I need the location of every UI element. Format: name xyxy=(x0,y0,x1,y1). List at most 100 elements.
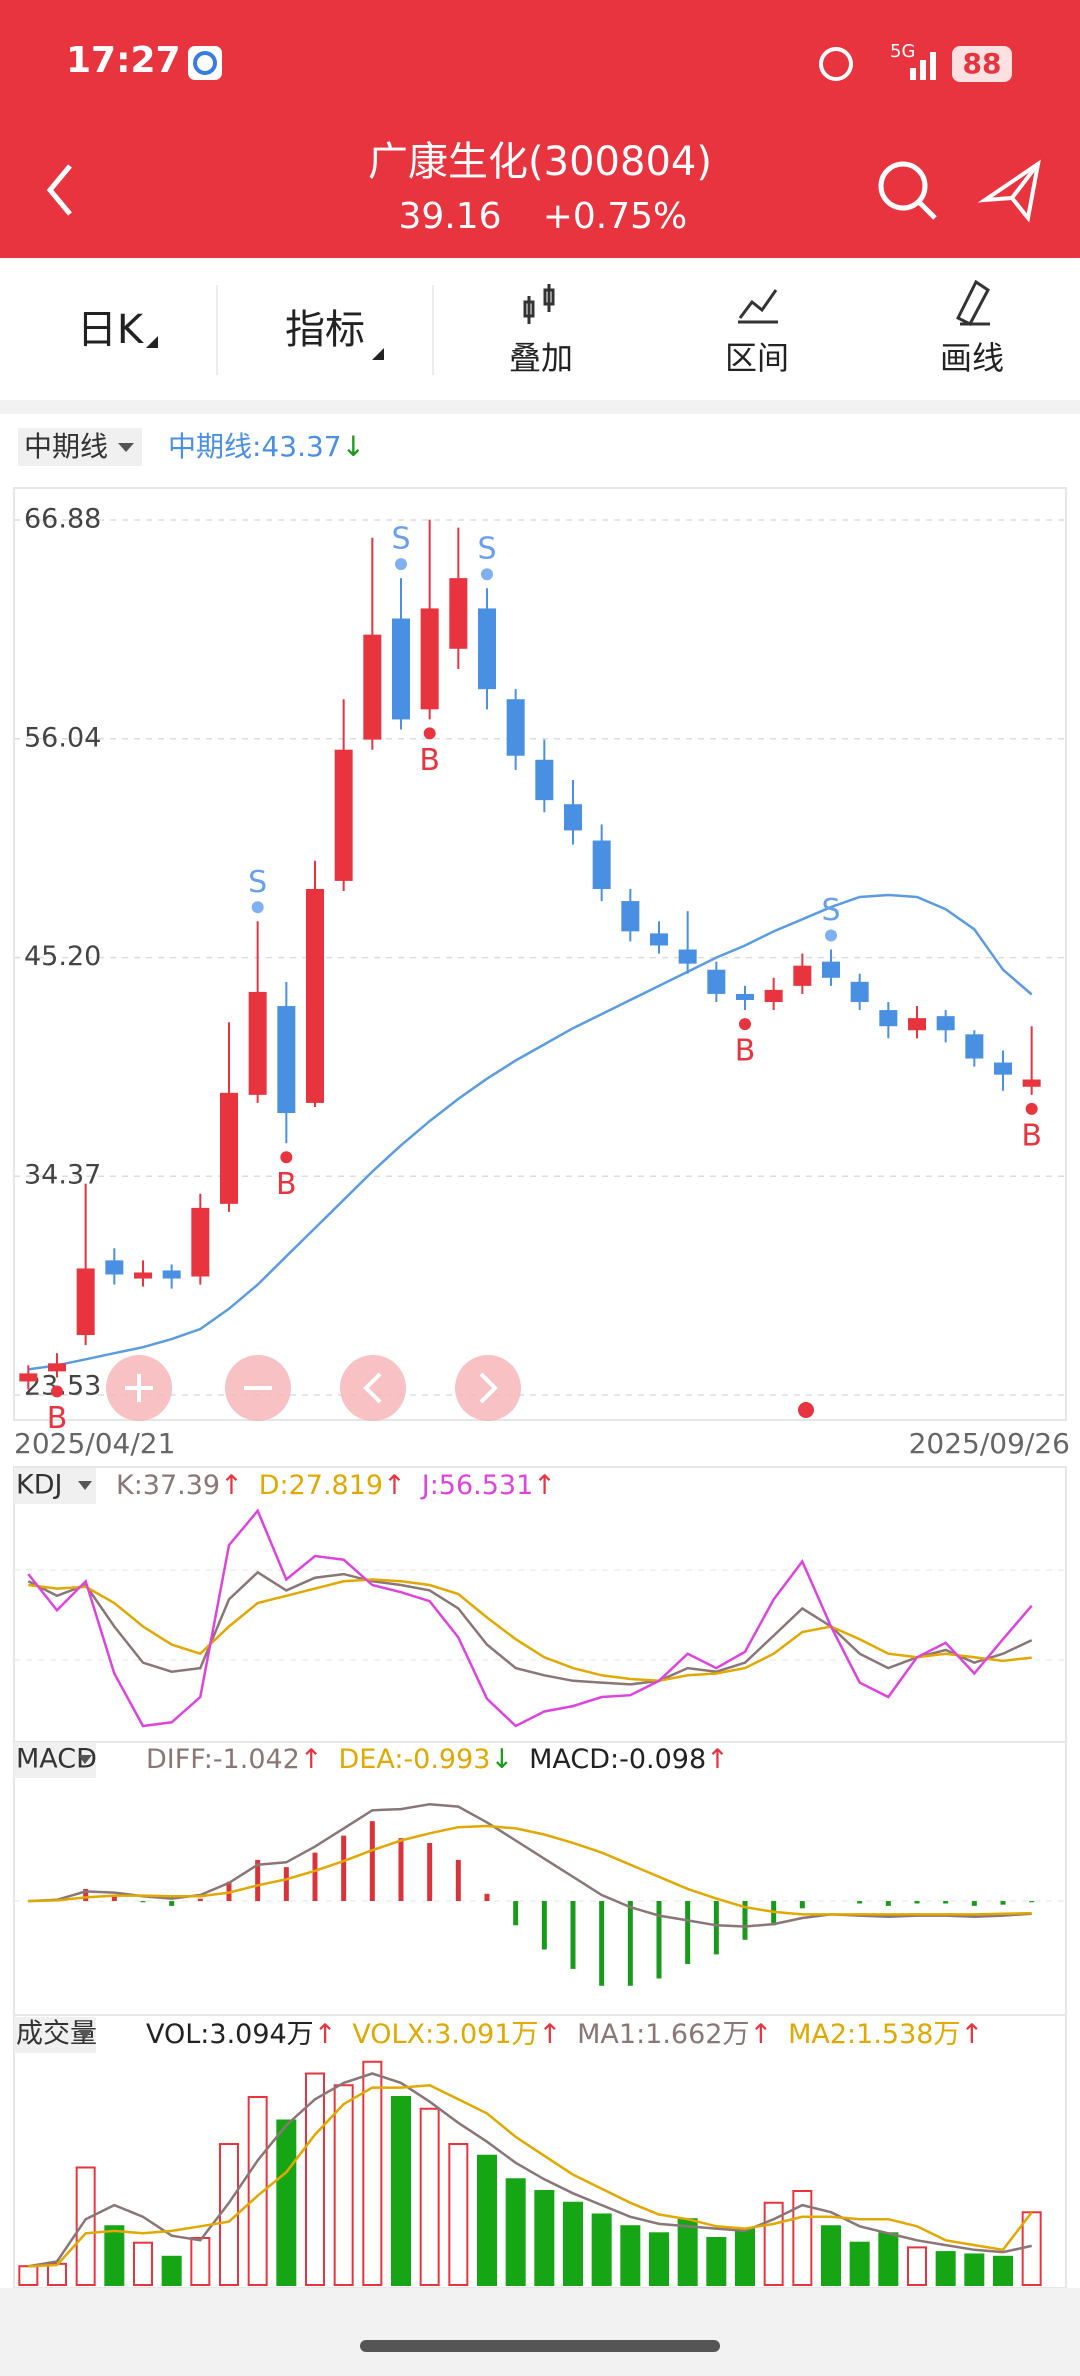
stock-price: 39.16 xyxy=(398,196,501,237)
mid-menu[interactable]: 中期线 xyxy=(24,430,108,463)
legend-arrow: ↑ xyxy=(539,2019,562,2050)
search-button[interactable] xyxy=(878,161,937,220)
legend-arrow: ↑ xyxy=(220,1470,243,1501)
candle-body xyxy=(736,993,754,1000)
candle-body xyxy=(678,949,697,964)
signal-label: S xyxy=(391,522,410,557)
candle-body xyxy=(707,969,726,994)
y-tick-label: 66.88 xyxy=(24,504,101,535)
range-button[interactable]: 区间 xyxy=(725,339,789,377)
candle-body xyxy=(478,608,496,690)
legend: K:37.39↑ D:27.819↑ J:56.531↑ xyxy=(116,1470,556,1501)
pan-right[interactable] xyxy=(455,1355,521,1421)
share-button[interactable] xyxy=(977,159,1041,223)
mid-legend: 中期线:43.37↓ xyxy=(168,430,365,463)
volume-bar xyxy=(792,2190,813,2286)
mid-legend-text: 中期线:43.37 xyxy=(168,430,342,463)
overlay-icon xyxy=(523,284,555,324)
range-icon xyxy=(738,289,778,324)
battery-level: 88 xyxy=(963,47,1002,80)
legend-item: MACD:-0.098 xyxy=(529,1744,706,1775)
event-dot xyxy=(798,1402,814,1418)
signal-dot xyxy=(251,901,264,914)
legend-arrow: ↑ xyxy=(706,1744,729,1775)
candle-body xyxy=(363,634,382,740)
legend-arrow: ↓ xyxy=(490,1744,513,1775)
back-button[interactable] xyxy=(46,164,72,216)
volume-bar xyxy=(563,2201,583,2286)
draw-button[interactable]: 画线 xyxy=(940,339,1004,377)
legend-arrow: ↑ xyxy=(314,2019,337,2050)
candle-body xyxy=(248,991,267,1095)
signal-dot xyxy=(739,1018,751,1031)
candle-body xyxy=(908,1018,926,1031)
legend-arrow: ↑ xyxy=(533,1470,556,1501)
candle-body xyxy=(1022,1079,1041,1087)
candle-body xyxy=(650,933,668,946)
volume-bar xyxy=(305,2072,325,2286)
candle-body xyxy=(936,1016,955,1031)
indicator-button[interactable]: 指标 xyxy=(285,307,365,353)
volume-bar xyxy=(477,2154,497,2286)
volume-bar xyxy=(964,2253,985,2286)
candle-body xyxy=(191,1207,210,1277)
candle-body xyxy=(19,1373,38,1382)
volume-bar xyxy=(649,2232,669,2287)
kdj-line xyxy=(28,1578,1032,1683)
indicator-caret xyxy=(372,348,384,360)
volume-bar xyxy=(821,2225,841,2286)
legend-item: VOL:3.094万 xyxy=(146,2019,314,2050)
candle-body xyxy=(506,699,525,756)
candle-body xyxy=(822,961,840,978)
volume-ma-line xyxy=(28,2084,1033,2268)
indicator-menu: KDJ xyxy=(16,1470,62,1501)
pan-left[interactable] xyxy=(340,1355,406,1421)
app-icon-ring xyxy=(193,51,217,75)
main-chart-frame xyxy=(13,487,1067,1421)
menu-caret xyxy=(78,1755,92,1764)
candle-body xyxy=(277,1006,296,1114)
volume-bar xyxy=(534,2190,555,2286)
draw-icon xyxy=(955,279,990,326)
y-tick-label: 56.04 xyxy=(24,722,101,753)
volume-bar xyxy=(448,2143,469,2286)
candle-body xyxy=(220,1092,238,1204)
legend: DIFF:-1.042↑ DEA:-0.993↓ MACD:-0.098↑ xyxy=(146,1744,729,1775)
volume-bar xyxy=(878,2232,899,2287)
menu-caret xyxy=(78,2030,92,2039)
period-button[interactable]: 日K xyxy=(77,307,145,353)
legend-item: MA2:1.538万 xyxy=(788,2019,960,2050)
menu-caret xyxy=(78,1481,92,1490)
candle-body xyxy=(48,1363,66,1372)
mid-menu-bg[interactable] xyxy=(18,428,142,466)
status-time: 17:27 xyxy=(66,40,181,81)
candle-body xyxy=(76,1268,95,1336)
legend-item: DIFF:-1.042 xyxy=(146,1744,300,1775)
candle-body xyxy=(879,1010,898,1027)
candle-body xyxy=(592,840,611,889)
y-tick-label: 45.20 xyxy=(24,941,101,972)
candle-body xyxy=(793,965,812,986)
legend-arrow: ↑ xyxy=(383,1470,406,1501)
y-tick-label: 34.37 xyxy=(24,1160,101,1191)
candle-body xyxy=(621,901,640,932)
signal-dot xyxy=(280,1151,293,1164)
volume-bar xyxy=(419,2107,440,2286)
candle-body xyxy=(535,759,554,801)
legend-arrow: ↑ xyxy=(749,2019,772,2050)
volume-bar xyxy=(505,2178,526,2286)
candle-body xyxy=(420,608,439,710)
legend-item: VOLX:3.091万 xyxy=(352,2019,538,2050)
candle-body xyxy=(564,804,582,831)
alarm-icon xyxy=(819,47,853,81)
volume-ma-line xyxy=(28,2072,1032,2268)
candle-body xyxy=(850,981,869,1003)
candle-body xyxy=(334,749,353,881)
separator xyxy=(0,400,1080,414)
overlay-button[interactable]: 叠加 xyxy=(509,339,573,377)
home-indicator[interactable] xyxy=(360,2340,720,2352)
candle-body xyxy=(994,1062,1012,1075)
signal-label: B xyxy=(276,1167,297,1202)
volume-bar xyxy=(190,2237,211,2286)
